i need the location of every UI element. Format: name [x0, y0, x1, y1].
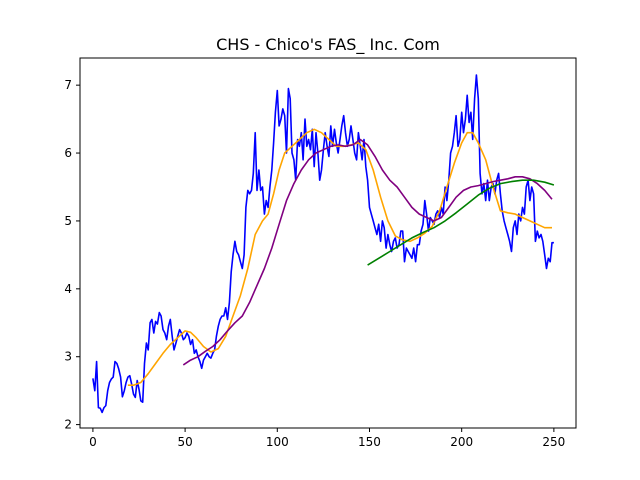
- x-tick-label: 100: [266, 435, 289, 449]
- x-tick-label: 200: [450, 435, 473, 449]
- series-line-1: [92, 74, 554, 414]
- y-tick-label: 5: [64, 214, 72, 228]
- y-tick-label: 4: [64, 282, 72, 296]
- y-tick-label: 6: [64, 146, 72, 160]
- x-axis: 0 50 100 150 200 250: [89, 428, 565, 449]
- y-tick-label: 7: [64, 78, 72, 92]
- x-tick-label: 50: [177, 435, 192, 449]
- y-axis: 2 3 4 5 6 7: [64, 78, 80, 432]
- x-tick-label: 0: [89, 435, 97, 449]
- x-tick-label: 250: [542, 435, 565, 449]
- series-layer: [92, 74, 555, 414]
- series-line-4: [367, 179, 555, 266]
- chart-title: CHS - Chico's FAS_ Inc. Com: [216, 35, 440, 55]
- plot-frame: [79, 57, 577, 429]
- series-line-3: [182, 138, 553, 366]
- x-tick-label: 150: [358, 435, 381, 449]
- y-tick-label: 2: [64, 418, 72, 432]
- series-line-2: [127, 128, 552, 387]
- y-tick-label: 3: [64, 350, 72, 364]
